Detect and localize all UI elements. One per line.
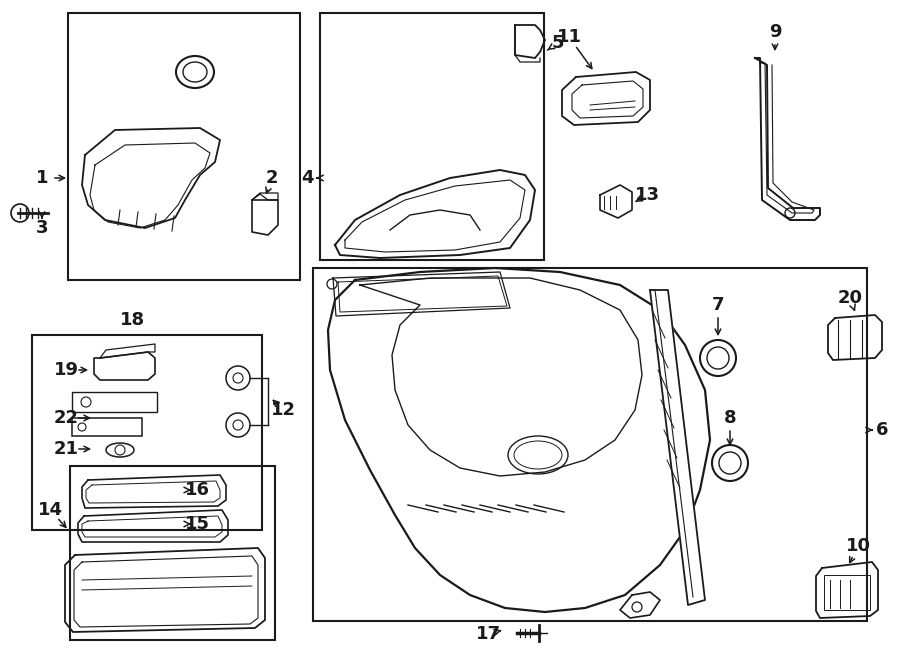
Bar xyxy=(68,13,300,280)
Text: 11: 11 xyxy=(556,28,581,46)
Bar xyxy=(70,466,275,640)
Bar xyxy=(72,392,157,412)
Text: 19: 19 xyxy=(53,361,78,379)
Text: 8: 8 xyxy=(724,409,736,427)
Bar xyxy=(313,268,867,621)
Text: 10: 10 xyxy=(845,537,870,555)
Text: 6: 6 xyxy=(876,421,888,439)
Text: 4: 4 xyxy=(301,169,313,187)
Text: 9: 9 xyxy=(769,23,781,41)
Text: 5: 5 xyxy=(552,34,564,52)
Bar xyxy=(32,335,262,530)
Text: 20: 20 xyxy=(838,289,862,307)
Text: 13: 13 xyxy=(634,186,660,204)
Text: 21: 21 xyxy=(53,440,78,458)
Text: 2: 2 xyxy=(266,169,278,187)
Bar xyxy=(824,575,870,610)
Polygon shape xyxy=(650,290,705,605)
Text: 12: 12 xyxy=(271,401,295,419)
Text: 15: 15 xyxy=(184,515,210,533)
Bar xyxy=(320,13,544,260)
Text: 22: 22 xyxy=(53,409,78,427)
Text: 3: 3 xyxy=(36,219,49,237)
Text: 1: 1 xyxy=(36,169,49,187)
Text: 18: 18 xyxy=(121,311,146,329)
Text: 14: 14 xyxy=(38,501,62,519)
Text: 16: 16 xyxy=(184,481,210,499)
Bar xyxy=(72,418,142,436)
Text: 7: 7 xyxy=(712,296,724,314)
Text: 17: 17 xyxy=(475,625,500,643)
